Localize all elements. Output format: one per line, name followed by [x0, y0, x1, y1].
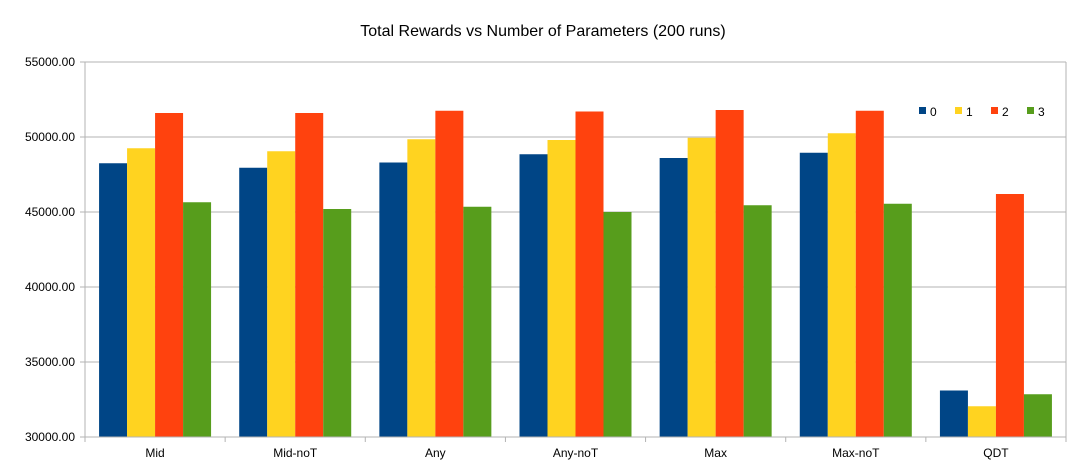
bars: [99, 110, 1052, 437]
legend-swatch-2: [991, 107, 998, 114]
bar-any-not-series-0: [519, 154, 548, 437]
bar-max-series-3: [743, 205, 772, 437]
legend-background: [907, 97, 1064, 127]
bar-any-series-3: [463, 206, 492, 437]
x-tick-label: Any-noT: [553, 446, 599, 460]
x-tick-label: Max-noT: [832, 446, 880, 460]
bar-max-series-1: [687, 137, 716, 437]
bar-max-not-series-0: [799, 152, 828, 437]
bar-qdt-series-3: [1023, 394, 1052, 437]
bar-qdt-series-2: [995, 194, 1024, 437]
bar-max-not-series-2: [855, 110, 884, 437]
legend-label-3: 3: [1038, 105, 1045, 119]
bar-mid-not-series-2: [295, 113, 324, 437]
bar-mid-not-series-1: [267, 151, 296, 437]
bar-mid-not-series-0: [239, 167, 268, 437]
legend: 0 1 2 3: [907, 97, 1064, 127]
bar-any-not-series-3: [603, 212, 632, 437]
y-tick-label: 55000.00: [25, 55, 75, 69]
legend-swatch-3: [1027, 107, 1034, 114]
chart-title: Total Rewards vs Number of Parameters (2…: [360, 23, 725, 40]
bar-any-series-2: [435, 110, 464, 437]
bar-max-series-2: [715, 110, 744, 437]
bar-any-series-1: [407, 139, 436, 437]
bar-mid-series-1: [127, 148, 156, 437]
bar-qdt-series-1: [967, 406, 996, 437]
bar-qdt-series-0: [939, 390, 968, 437]
x-tick-label: Any: [425, 446, 446, 460]
legend-label-1: 1: [966, 105, 973, 119]
bar-mid-series-2: [155, 113, 184, 437]
x-tick-label: QDT: [983, 446, 1009, 460]
x-tick-label: Mid: [145, 446, 164, 460]
legend-label-2: 2: [1002, 105, 1009, 119]
bar-mid-not-series-3: [323, 209, 352, 437]
bar-max-not-series-3: [883, 203, 912, 437]
bar-any-series-0: [379, 162, 408, 437]
x-tick-label: Max: [704, 446, 727, 460]
bar-max-not-series-1: [827, 133, 856, 437]
bar-any-not-series-1: [547, 140, 576, 437]
y-tick-label: 30000.00: [25, 430, 75, 444]
x-axis: Mid Mid-noT Any Any-noT Max Max-noT QDT: [84, 436, 1067, 460]
y-axis: 30000.00 35000.00 40000.00 45000.00 50000.00…: [25, 55, 85, 444]
x-tick-label: Mid-noT: [273, 446, 318, 460]
legend-swatch-0: [919, 107, 926, 114]
y-tick-label: 40000.00: [25, 280, 75, 294]
legend-label-0: 0: [930, 105, 937, 119]
y-tick-label: 45000.00: [25, 205, 75, 219]
bar-mid-series-0: [99, 163, 128, 437]
legend-swatch-1: [955, 107, 962, 114]
bar-any-not-series-2: [575, 111, 604, 437]
bar-mid-series-3: [183, 202, 212, 437]
y-tick-label: 50000.00: [25, 130, 75, 144]
y-tick-label: 35000.00: [25, 355, 75, 369]
bar-max-series-0: [659, 158, 688, 437]
